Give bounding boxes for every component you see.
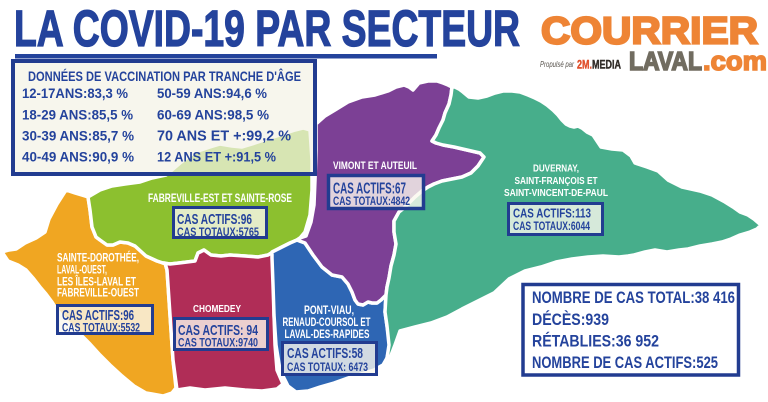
svg-text:CAS ACTIFS:96: CAS ACTIFS:96 xyxy=(62,307,134,324)
svg-text:CAS TOTAUX: 6473: CAS TOTAUX: 6473 xyxy=(287,360,368,374)
svg-text:VIMONT ET AUTEUIL: VIMONT ET AUTEUIL xyxy=(333,160,417,172)
svg-text:SAINTE-DOROTHÉE,: SAINTE-DOROTHÉE, xyxy=(57,252,139,265)
svg-text:18-29 ANS:85,5 %: 18-29 ANS:85,5 % xyxy=(22,107,134,123)
svg-text:CAS TOTAUX:9740: CAS TOTAUX:9740 xyxy=(178,336,258,350)
svg-text:CAS ACTIFS:96: CAS ACTIFS:96 xyxy=(177,211,252,228)
svg-text:NOMBRE DE CAS ACTIFS:525: NOMBRE DE CAS ACTIFS:525 xyxy=(532,353,718,372)
svg-text:SAINT-FRANÇOIS ET: SAINT-FRANÇOIS ET xyxy=(515,175,598,187)
svg-text:SAINT-VINCENT-DE-PAUL: SAINT-VINCENT-DE-PAUL xyxy=(504,188,608,199)
svg-text:CAS ACTIFS: 94: CAS ACTIFS: 94 xyxy=(178,322,258,339)
svg-text:60-69 ANS:98,5 %: 60-69 ANS:98,5 % xyxy=(157,107,270,123)
svg-text:CAS TOTAUX:5532: CAS TOTAUX:5532 xyxy=(62,321,140,335)
svg-text:FABREVILLE-EST ET SAINTE-ROSE: FABREVILLE-EST ET SAINTE-ROSE xyxy=(148,193,292,205)
svg-text:CHOMEDEY: CHOMEDEY xyxy=(193,303,241,315)
svg-text:NOMBRE DE CAS TOTAL:38 416: NOMBRE DE CAS TOTAL:38 416 xyxy=(532,288,735,307)
svg-text:12-17ANS:83,3 %: 12-17ANS:83,3 % xyxy=(22,85,129,101)
svg-text:LAVAL-DES-RAPIDES: LAVAL-DES-RAPIDES xyxy=(285,327,370,341)
svg-text:LAVAL-OUEST,: LAVAL-OUEST, xyxy=(57,265,107,277)
svg-text:DONNÉES DE VACCINATION PAR TRA: DONNÉES DE VACCINATION PAR TRANCHE D'ÂGE xyxy=(28,67,301,84)
svg-text:2M.MEDIA: 2M.MEDIA xyxy=(577,60,621,72)
svg-text:PONT-VIAU,: PONT-VIAU, xyxy=(304,303,354,317)
svg-text:Propulsé par: Propulsé par xyxy=(540,60,574,69)
svg-text:CAS ACTIFS:67: CAS ACTIFS:67 xyxy=(333,180,406,197)
svg-text:DUVERNAY,: DUVERNAY, xyxy=(533,163,579,174)
svg-text:FABREVILLE-OUEST: FABREVILLE-OUEST xyxy=(57,288,139,300)
svg-text:COURRIER: COURRIER xyxy=(541,11,758,53)
svg-text:RENAUD-COURSOL ET: RENAUD-COURSOL ET xyxy=(283,315,371,329)
svg-text:CAS ACTIFS:58: CAS ACTIFS:58 xyxy=(287,345,363,362)
svg-text:CAS TOTAUX:6044: CAS TOTAUX:6044 xyxy=(513,221,590,233)
svg-text:50-59 ANS:94,6 %: 50-59 ANS:94,6 % xyxy=(157,85,268,101)
svg-text:LES ÎLES-LAVAL ET: LES ÎLES-LAVAL ET xyxy=(57,275,136,288)
svg-text:DÉCÈS:939: DÉCÈS:939 xyxy=(532,310,609,329)
svg-text:CAS TOTAUX:4842: CAS TOTAUX:4842 xyxy=(333,194,410,208)
svg-text:.com: .com xyxy=(703,46,767,76)
svg-text:CAS TOTAUX:5765: CAS TOTAUX:5765 xyxy=(177,225,259,239)
svg-text:12 ANS ET +:91,5 %: 12 ANS ET +:91,5 % xyxy=(157,149,277,165)
svg-text:30-39 ANS:85,7 %: 30-39 ANS:85,7 % xyxy=(22,128,135,144)
svg-text:LAVAL: LAVAL xyxy=(629,46,702,76)
svg-text:RÉTABLIES:36 952: RÉTABLIES:36 952 xyxy=(532,331,659,350)
svg-text:40-49 ANS:90,9 %: 40-49 ANS:90,9 % xyxy=(22,149,135,165)
svg-text:CAS ACTIFS:113: CAS ACTIFS:113 xyxy=(513,206,591,221)
svg-text:70 ANS ET +:99,2 %: 70 ANS ET +:99,2 % xyxy=(157,129,291,145)
svg-text:LA COVID-19 PAR SECTEUR: LA COVID-19 PAR SECTEUR xyxy=(14,0,520,57)
